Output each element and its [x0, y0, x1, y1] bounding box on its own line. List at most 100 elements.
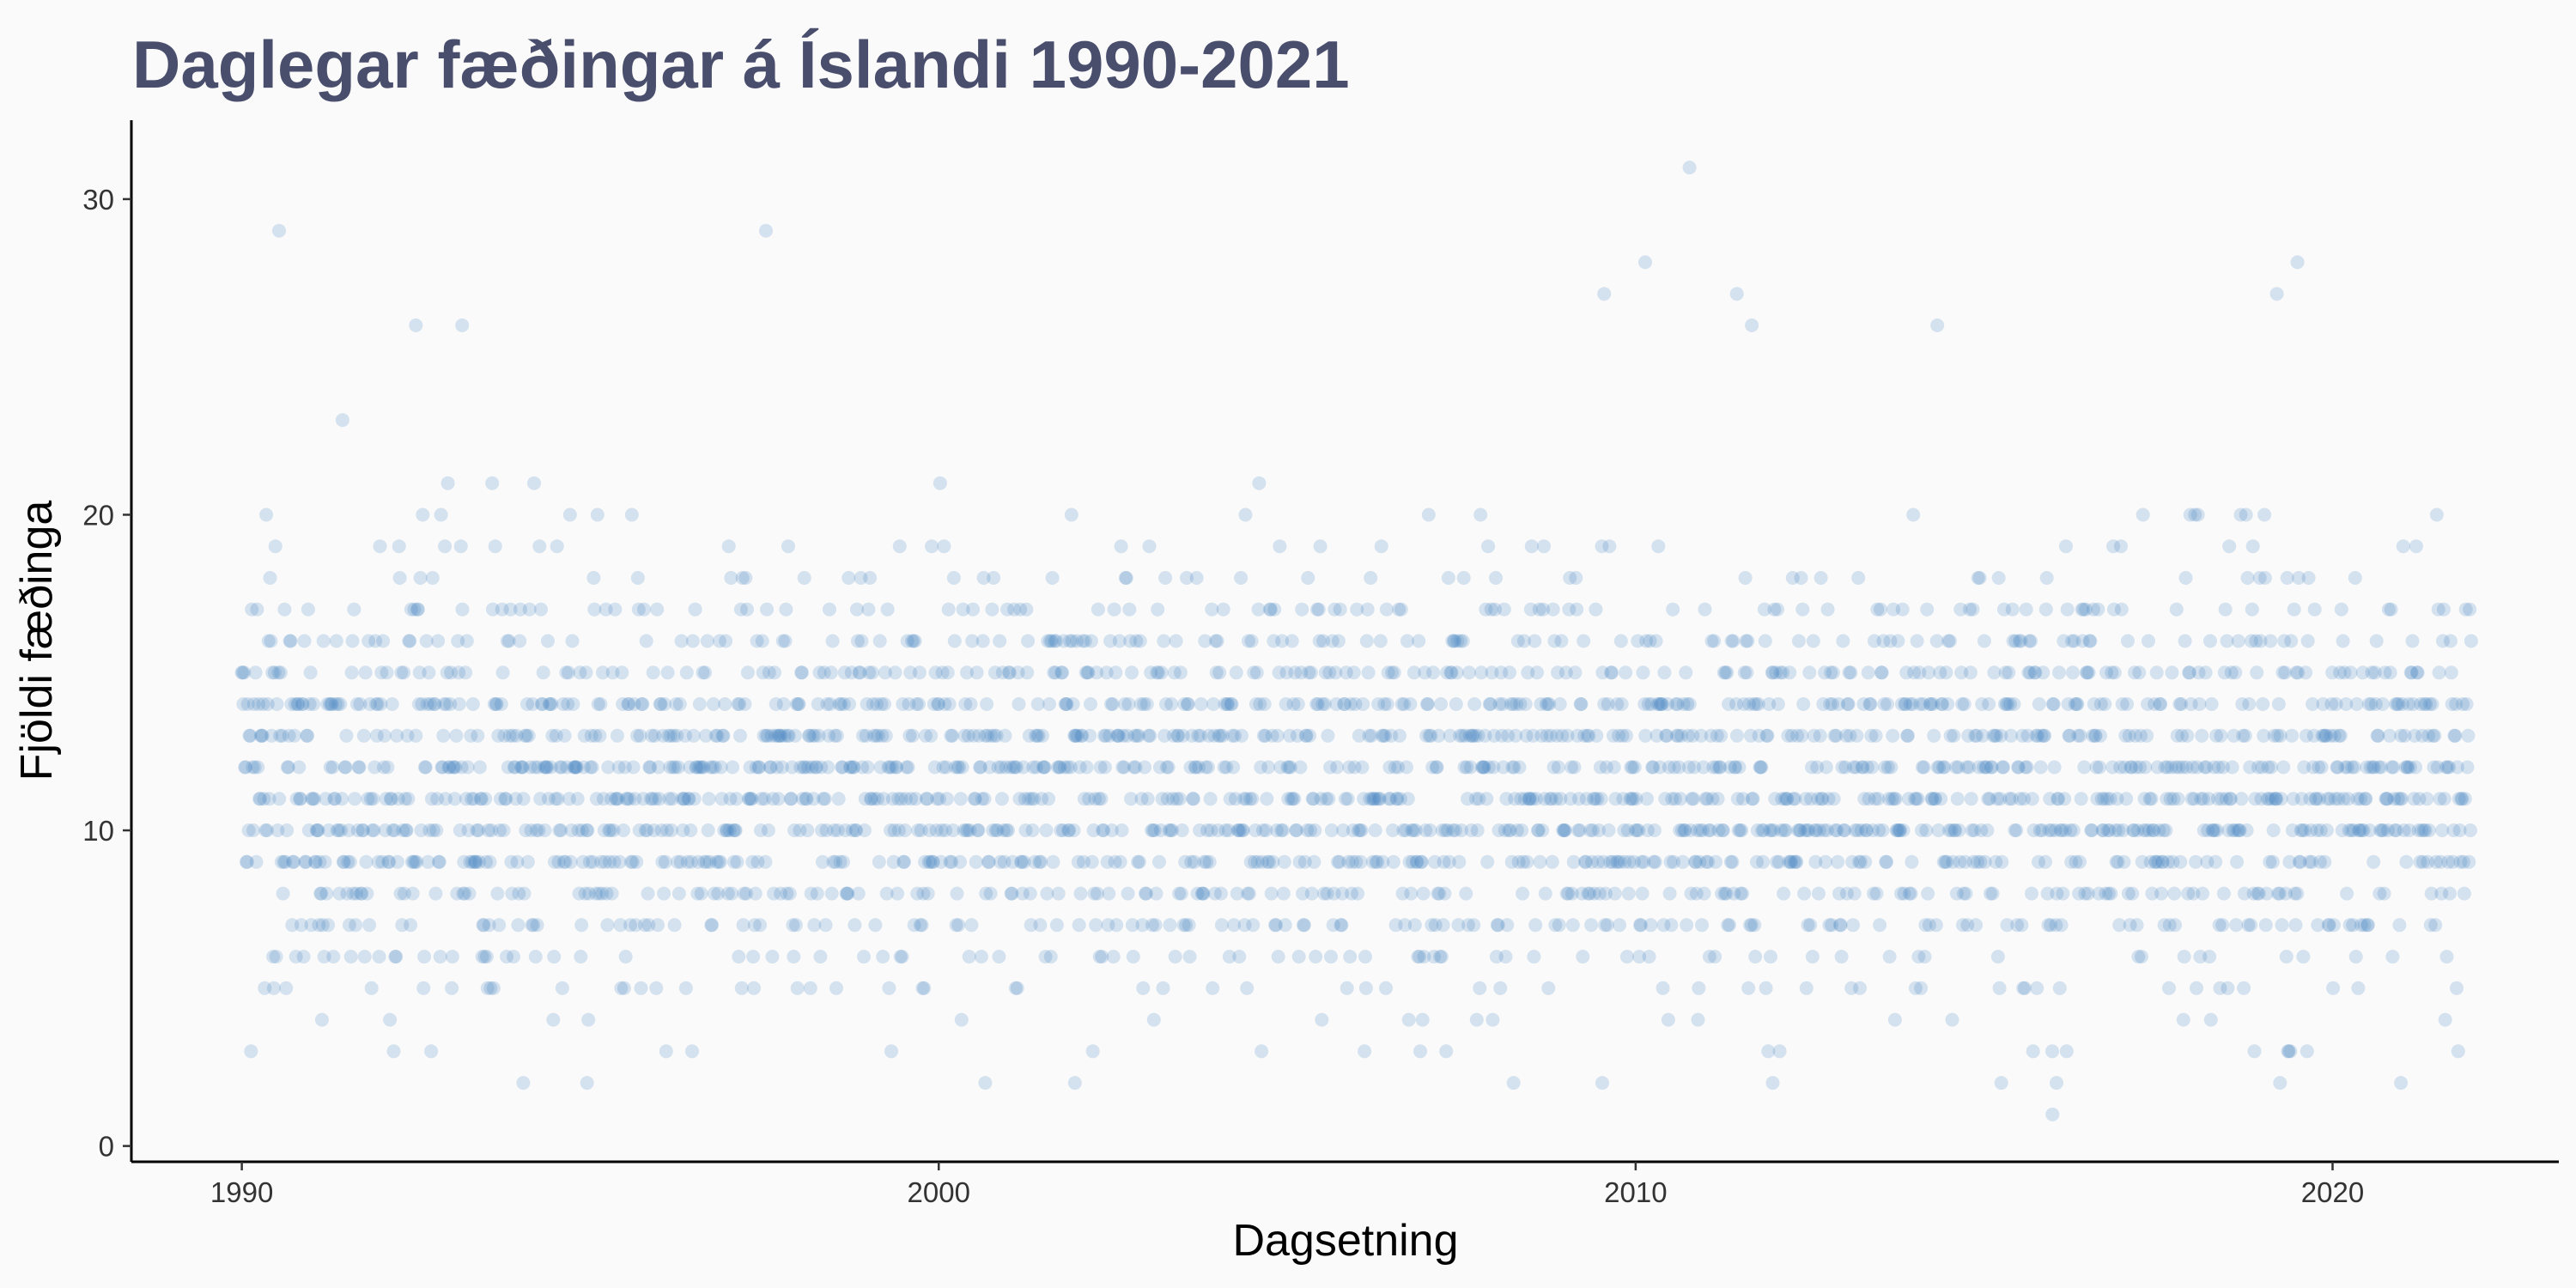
data-point	[331, 697, 345, 711]
data-point	[2025, 886, 2038, 901]
data-point	[2209, 728, 2224, 743]
data-point	[609, 792, 623, 806]
data-point	[1260, 792, 1274, 806]
data-point	[2168, 918, 2183, 933]
data-point	[1739, 634, 1753, 648]
data-point	[2457, 886, 2471, 901]
data-point	[1628, 823, 1643, 837]
data-point	[1931, 823, 1946, 837]
data-point	[1017, 854, 1031, 869]
data-point	[286, 854, 301, 869]
data-point	[658, 854, 672, 869]
data-point	[405, 886, 420, 901]
data-point	[806, 792, 821, 806]
data-point	[1513, 697, 1528, 711]
data-point	[294, 792, 308, 806]
data-point	[699, 854, 714, 869]
data-point	[672, 697, 687, 711]
data-point	[1253, 697, 1267, 711]
data-point	[1193, 823, 1207, 837]
data-point	[718, 697, 732, 711]
data-point	[2111, 823, 2126, 837]
data-point	[1885, 792, 1899, 806]
data-point	[588, 728, 603, 743]
data-point	[576, 760, 591, 775]
data-point	[386, 823, 400, 837]
data-point	[377, 728, 392, 743]
data-point	[1783, 665, 1797, 680]
data-point	[2246, 886, 2261, 901]
data-point	[468, 854, 483, 869]
data-point	[978, 1076, 993, 1091]
data-point	[2055, 823, 2069, 837]
data-point	[2063, 728, 2077, 743]
data-point	[2158, 760, 2172, 775]
data-point	[606, 823, 621, 837]
data-point	[1269, 918, 1283, 933]
data-point	[304, 918, 319, 933]
data-point	[2324, 728, 2338, 743]
data-point	[272, 223, 286, 238]
data-point	[929, 823, 944, 837]
data-point	[2306, 728, 2321, 743]
data-point	[2106, 539, 2121, 554]
data-point	[1052, 760, 1066, 775]
data-point	[779, 602, 793, 617]
data-point	[787, 950, 801, 964]
data-point	[1395, 886, 1410, 901]
data-point	[2276, 760, 2291, 775]
data-point	[733, 728, 747, 743]
data-point	[355, 823, 370, 837]
data-point	[889, 760, 903, 775]
data-point	[2304, 823, 2318, 837]
data-point	[746, 950, 761, 964]
data-point	[2360, 918, 2375, 933]
data-point	[1637, 697, 1652, 711]
data-point	[2174, 697, 2189, 711]
data-point	[1520, 854, 1534, 869]
data-point	[538, 823, 552, 837]
data-point	[2462, 854, 2476, 869]
data-point	[832, 697, 847, 711]
data-point	[1244, 634, 1259, 648]
data-point	[431, 634, 446, 648]
data-point	[1735, 886, 1750, 901]
data-point	[807, 918, 822, 933]
data-point	[282, 728, 296, 743]
data-point	[517, 886, 532, 901]
data-point	[1862, 697, 1877, 711]
data-point	[245, 602, 259, 617]
data-point	[1310, 697, 1325, 711]
data-point	[2310, 823, 2324, 837]
data-point	[1170, 792, 1184, 806]
data-point	[244, 1044, 258, 1059]
data-point	[1726, 634, 1741, 648]
data-point	[1926, 697, 1941, 711]
data-point	[1638, 255, 1652, 270]
data-point	[1572, 823, 1587, 837]
data-point	[1054, 823, 1068, 837]
data-point	[2116, 823, 2130, 837]
data-point	[1942, 823, 1956, 837]
data-point	[1858, 854, 1873, 869]
data-point	[1595, 1076, 1609, 1091]
data-point	[2208, 823, 2222, 837]
data-point	[438, 539, 453, 554]
data-point	[2349, 697, 2364, 711]
data-point	[723, 792, 738, 806]
data-point	[524, 823, 538, 837]
data-point	[1456, 571, 1471, 585]
data-point	[387, 823, 402, 837]
data-point	[2216, 886, 2231, 901]
data-point	[301, 602, 315, 617]
data-point	[1957, 697, 1971, 711]
data-point	[531, 760, 545, 775]
data-point	[2455, 792, 2470, 806]
data-point	[919, 792, 933, 806]
data-point	[1577, 728, 1592, 743]
data-point	[2084, 823, 2099, 837]
data-point	[852, 665, 866, 680]
data-point	[1333, 602, 1347, 617]
data-point	[1152, 854, 1166, 869]
data-point	[1880, 854, 1894, 869]
